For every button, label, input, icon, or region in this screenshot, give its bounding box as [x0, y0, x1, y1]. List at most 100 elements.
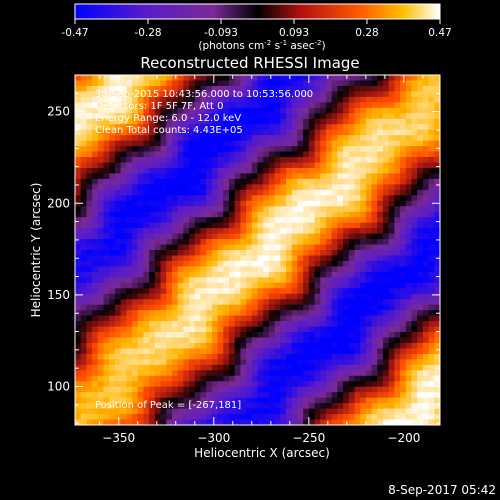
heatmap-cell [286, 102, 293, 109]
heatmap-cell [200, 408, 207, 415]
heatmap-cell [297, 375, 304, 382]
heatmap-cell [246, 102, 253, 109]
heatmap-cell [411, 140, 418, 147]
heatmap-cell [126, 299, 133, 306]
heatmap-cell [126, 310, 133, 317]
heatmap-cell [177, 211, 184, 218]
heatmap-cell [360, 299, 367, 306]
heatmap-cell [400, 342, 407, 349]
heatmap-cell [343, 195, 350, 202]
heatmap-cell [291, 293, 298, 300]
heatmap-cell [343, 271, 350, 278]
heatmap-cell [331, 260, 338, 267]
heatmap-cell [223, 217, 230, 224]
heatmap-cell [400, 135, 407, 142]
heatmap-cell [365, 419, 372, 426]
heatmap-cell [400, 239, 407, 245]
heatmap-cell [337, 403, 344, 409]
heatmap-cell [394, 250, 401, 256]
heatmap-cell [194, 370, 201, 377]
heatmap-cell [263, 266, 270, 273]
heatmap-cell [183, 326, 190, 333]
heatmap-cell [143, 178, 150, 185]
heatmap-cell [80, 239, 87, 245]
heatmap-cell [223, 146, 230, 152]
heatmap-cell [434, 419, 441, 426]
heatmap-cell [268, 200, 276, 207]
heatmap-cell [228, 310, 236, 317]
heatmap-cell [154, 91, 161, 98]
heatmap-cell [251, 228, 258, 234]
heatmap-cell [325, 260, 333, 267]
heatmap-cell [143, 124, 150, 131]
heatmap-cell [200, 80, 207, 87]
colorbar-ticks: -0.47 -0.28 -0.093 0.093 0.28 0.47 [61, 19, 452, 39]
heatmap-cell [143, 359, 150, 366]
heatmap-cell [382, 189, 390, 196]
heatmap-cell [394, 217, 401, 224]
heatmap-cell [86, 124, 93, 131]
heatmap-cell [183, 353, 190, 360]
heatmap-cell [189, 397, 196, 404]
heatmap-cell [126, 233, 133, 240]
heatmap-cell [303, 195, 310, 202]
heatmap-cell [246, 129, 253, 136]
heatmap-cell [286, 370, 293, 377]
heatmap-cell [206, 408, 213, 415]
heatmap-cell [114, 102, 122, 109]
heatmap-cell [132, 102, 139, 109]
heatmap-cell [400, 157, 407, 163]
heatmap-cell [411, 255, 418, 262]
heatmap-cell [348, 85, 355, 92]
heatmap-cell [348, 107, 355, 114]
heatmap-cell [434, 118, 441, 125]
heatmap-cell [80, 96, 87, 103]
heatmap-cell [434, 315, 441, 322]
heatmap-cell [297, 96, 304, 103]
heatmap-cell [297, 173, 304, 180]
heatmap-cell [428, 167, 435, 174]
heatmap-cell [314, 91, 321, 98]
heatmap-cell [109, 135, 116, 142]
heatmap-cell [189, 277, 196, 284]
heatmap-cell [354, 113, 361, 120]
heatmap-cell [274, 146, 281, 152]
heatmap-cell [251, 293, 258, 300]
heatmap-cell [228, 167, 236, 174]
heatmap-cell [280, 157, 287, 163]
heatmap-cell [337, 140, 344, 147]
heatmap-cell [400, 124, 407, 131]
heatmap-cell [240, 206, 247, 213]
heatmap-cell [211, 342, 218, 349]
heatmap-cell [405, 167, 412, 174]
heatmap-cell [223, 80, 230, 87]
heatmap-cell [422, 113, 429, 120]
heatmap-cell [428, 217, 435, 224]
heatmap-cell [331, 310, 338, 317]
heatmap-cell [348, 244, 355, 251]
heatmap-cell [314, 386, 321, 393]
heatmap-cell [223, 222, 230, 229]
heatmap-cell [194, 381, 201, 388]
colorbar-tick-label: 0.093 [279, 27, 309, 39]
heatmap-cell [422, 337, 429, 344]
heatmap-cell [246, 255, 253, 262]
heatmap-cell [360, 211, 367, 218]
heatmap-cell [337, 195, 344, 202]
heatmap-cell [411, 75, 418, 81]
heatmap-cell [394, 271, 401, 278]
heatmap-cell [320, 337, 327, 344]
heatmap-cell [234, 118, 241, 125]
heatmap-cell [183, 124, 190, 131]
heatmap-cell [320, 315, 327, 322]
heatmap-cell [80, 321, 87, 327]
heatmap-cell [86, 271, 93, 278]
heatmap-cell [280, 260, 287, 267]
heatmap-cell [325, 315, 333, 322]
heatmap-cell [120, 293, 127, 300]
heatmap-cell [189, 348, 196, 355]
heatmap-cell [268, 277, 276, 284]
heatmap-cell [228, 370, 236, 377]
heatmap-cell [280, 342, 287, 349]
heatmap-cell [411, 113, 418, 120]
